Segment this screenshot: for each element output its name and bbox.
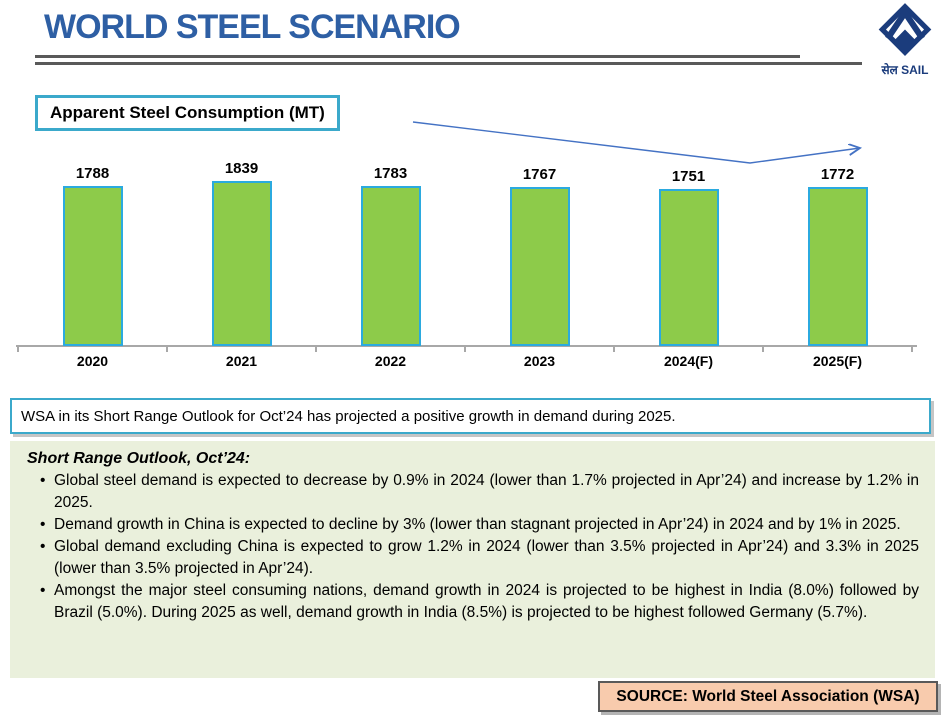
source-badge: SOURCE: World Steel Association (WSA) xyxy=(598,681,938,712)
x-axis-label: 2022 xyxy=(374,353,407,369)
bullet-item: Demand growth in China is expected to de… xyxy=(27,514,919,536)
bullet-item: Amongst the major steel consuming nation… xyxy=(27,580,919,624)
axis-tick xyxy=(166,347,168,352)
sail-logo: सेल SAIL xyxy=(872,3,938,78)
x-axis-label: 2024(F) xyxy=(663,353,714,369)
bar-value-label: 1783 xyxy=(373,165,408,182)
chart-title: Apparent Steel Consumption (MT) xyxy=(35,95,340,131)
bar-2023 xyxy=(509,187,570,346)
bar-2022 xyxy=(360,186,421,346)
bar-value-label: 1839 xyxy=(224,160,259,177)
bar-2024(F) xyxy=(658,189,719,346)
bar-2025(F) xyxy=(807,187,868,346)
bar-value-label: 1751 xyxy=(671,168,706,185)
bar-2020 xyxy=(62,186,123,346)
axis-tick xyxy=(17,347,19,352)
callout-box: WSA in its Short Range Outlook for Oct’2… xyxy=(10,398,931,434)
x-axis-label: 2020 xyxy=(76,353,109,369)
source-label: SOURCE: World Steel Association (WSA) xyxy=(616,687,920,705)
sail-logo-caption: सेल SAIL xyxy=(881,63,929,77)
outlook-heading: Short Range Outlook, Oct’24: xyxy=(27,450,251,467)
bar-value-label: 1767 xyxy=(522,166,557,183)
bullet-item: Global steel demand is expected to decre… xyxy=(27,470,919,514)
callout-text: WSA in its Short Range Outlook for Oct’2… xyxy=(21,407,676,425)
bullet-item: Global demand excluding China is expecte… xyxy=(27,536,919,580)
x-axis-label: 2023 xyxy=(523,353,556,369)
x-axis-label: 2025(F) xyxy=(812,353,863,369)
page-title: WORLD STEEL SCENARIO xyxy=(44,8,461,46)
outlook-panel: Short Range Outlook, Oct’24: Global stee… xyxy=(10,441,935,678)
x-axis-line xyxy=(16,345,917,347)
axis-tick xyxy=(911,347,913,352)
x-axis-label: 2021 xyxy=(225,353,258,369)
bar-value-label: 1788 xyxy=(75,165,110,182)
header-rule-bottom xyxy=(35,62,862,65)
bar-2021 xyxy=(211,181,272,346)
bar-value-label: 1772 xyxy=(820,166,855,183)
axis-tick xyxy=(613,347,615,352)
axis-tick xyxy=(762,347,764,352)
axis-tick xyxy=(464,347,466,352)
outlook-bullet-list: Global steel demand is expected to decre… xyxy=(27,470,919,624)
sail-logo-icon xyxy=(878,3,932,56)
header-rule-top xyxy=(35,55,800,58)
axis-tick xyxy=(315,347,317,352)
